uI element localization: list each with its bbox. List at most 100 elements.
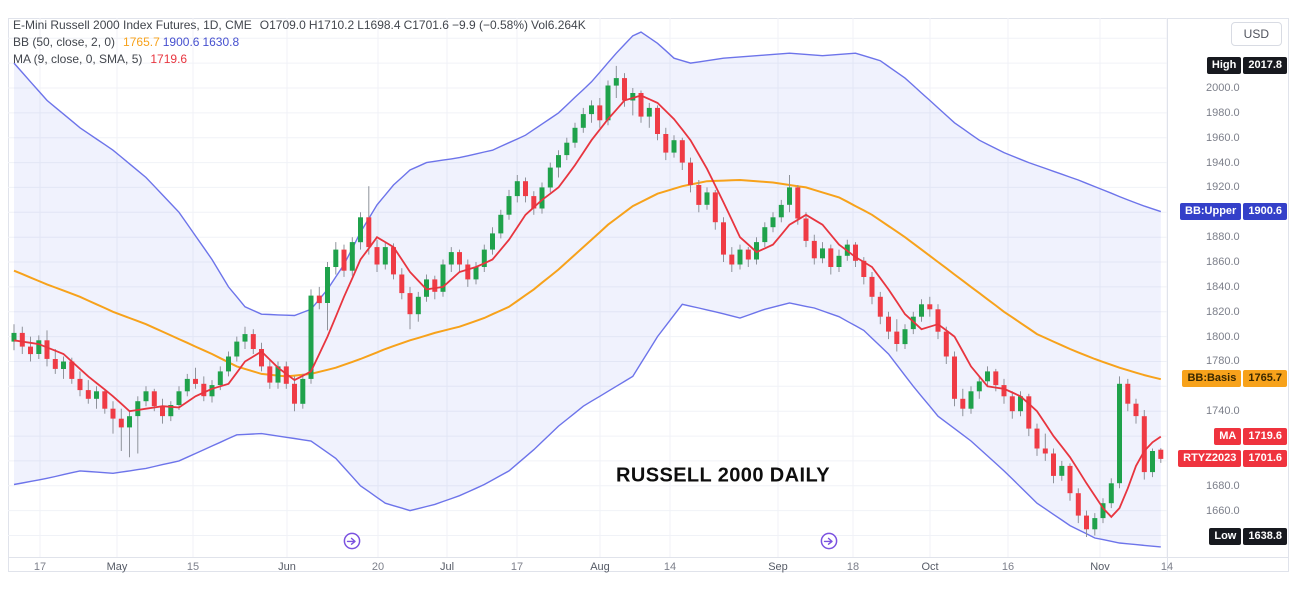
price-chart-canvas[interactable]	[0, 0, 1167, 557]
candle-body	[407, 293, 413, 315]
candle-body	[836, 255, 842, 267]
candle-body	[275, 366, 281, 383]
time-tick-label: Jul	[439, 561, 455, 573]
candle-body	[688, 162, 693, 185]
candle-body	[803, 218, 809, 241]
candle-body	[531, 196, 537, 209]
forward-arrow-marker[interactable]	[342, 531, 362, 551]
candle-body	[366, 217, 372, 248]
candle-body	[118, 418, 124, 428]
candle-body	[1117, 383, 1122, 484]
candle-body	[547, 167, 553, 188]
candle-body	[729, 254, 735, 265]
candle-body	[886, 316, 891, 332]
candle-body	[19, 332, 25, 347]
candle-body	[902, 329, 908, 345]
ohlc-value: O1709.0	[259, 18, 306, 32]
price-badge-bb-upper: BB:Upper 1900.6	[1180, 203, 1287, 220]
candle-body	[349, 242, 355, 271]
candle-body	[556, 155, 561, 168]
legend-row-ma[interactable]: MA (9, close, 0, SMA, 5) 1719.6	[13, 51, 589, 68]
candle-body	[415, 296, 421, 315]
price-tick-label: 1740.0	[1206, 405, 1240, 417]
candle-body	[952, 356, 957, 399]
currency-button[interactable]: USD	[1230, 22, 1282, 46]
candle-body	[358, 217, 363, 243]
bb-upper-line	[13, 31, 1162, 317]
time-axis[interactable]: 17 May 15 Jun 20 Jul 17 Aug 14 Sep 18 Oct 16 Nov 14	[0, 558, 1292, 576]
candle-body	[696, 185, 702, 205]
candle-body	[490, 233, 495, 250]
time-tick-label: 17	[510, 561, 524, 573]
time-tick-label: Oct	[921, 561, 939, 573]
candle-body	[374, 247, 380, 265]
candle-body	[110, 408, 116, 419]
candle-body	[679, 140, 685, 163]
time-tick-label: 16	[1001, 561, 1015, 573]
candle-body	[52, 359, 58, 369]
candle-body	[613, 78, 619, 86]
candle-body	[481, 249, 487, 267]
candle-body	[168, 405, 174, 417]
price-badge-label: Low	[1209, 528, 1242, 545]
candle-body	[1158, 449, 1164, 459]
candle-body	[762, 227, 768, 243]
candle-body	[201, 383, 207, 397]
price-badge-label: MA	[1214, 428, 1242, 445]
legend-row-bb[interactable]: BB (50, close, 2, 0) 1765.7 1900.6 1630.8	[13, 34, 589, 51]
candle-body	[811, 240, 817, 259]
candle-body	[795, 187, 801, 219]
time-tick-label: 15	[186, 561, 200, 573]
forward-arrow-marker[interactable]	[819, 531, 839, 551]
candle-body	[94, 391, 99, 399]
price-tick-label: 1780.0	[1206, 355, 1240, 367]
price-badge-value: 2017.8	[1243, 57, 1287, 74]
candle-body	[432, 279, 438, 292]
ma-line	[13, 94, 1162, 519]
indicator-value: 1719.6	[150, 52, 188, 66]
candle-body	[1051, 453, 1056, 476]
candle-body	[523, 181, 528, 197]
chart-legend: E-Mini Russell 2000 Index Futures, 1D, C…	[13, 17, 589, 68]
candle-body	[778, 204, 784, 218]
candle-body	[382, 247, 388, 265]
price-badge-value: 1701.6	[1243, 450, 1287, 467]
symbol-title[interactable]: E-Mini Russell 2000 Index Futures, 1D, C…	[13, 18, 252, 32]
price-tick-label: 1660.0	[1206, 505, 1240, 517]
legend-row-symbol[interactable]: E-Mini Russell 2000 Index Futures, 1D, C…	[13, 17, 589, 34]
candle-body	[127, 416, 132, 428]
indicator-ma-label[interactable]: MA (9, close, 0, SMA, 5)	[13, 52, 143, 66]
indicator-bb-label[interactable]: BB (50, close, 2, 0)	[13, 35, 116, 49]
price-badge-value: 1719.6	[1243, 428, 1287, 445]
candle-body	[184, 378, 190, 392]
candle-body	[391, 247, 396, 275]
candle-body	[663, 134, 669, 153]
candle-body	[28, 346, 33, 355]
candle-body	[160, 406, 165, 417]
price-badge-high: High 2017.8	[1206, 57, 1287, 74]
price-tick-label: 1940.0	[1206, 157, 1240, 169]
candle-body	[655, 107, 660, 134]
price-axis[interactable]: 2000.0 1980.0 1960.0 1940.0 1920.0 1880.0 1860…	[1168, 0, 1292, 557]
ma-values: 1719.6	[150, 51, 190, 68]
candle-body	[514, 181, 520, 197]
candle-body	[605, 85, 611, 121]
time-tick-label: 17	[33, 561, 47, 573]
candle-body	[754, 242, 759, 260]
price-tick-label: 1980.0	[1206, 107, 1240, 119]
candle-body	[135, 401, 141, 417]
candle-body	[61, 361, 66, 369]
candle-body	[1108, 483, 1114, 504]
candle-body	[308, 295, 314, 379]
candle-body	[622, 78, 627, 101]
price-badge-value: 1638.8	[1243, 528, 1287, 545]
time-tick-label: 14	[663, 561, 677, 573]
price-badge-label: RTYZ2023	[1178, 450, 1242, 467]
candle-body	[935, 309, 941, 332]
candle-body	[333, 249, 339, 267]
candle-body	[473, 267, 479, 280]
candle-body	[102, 391, 108, 409]
candle-body	[1141, 416, 1147, 473]
candle-body	[861, 260, 867, 277]
candle-body	[1026, 396, 1032, 429]
